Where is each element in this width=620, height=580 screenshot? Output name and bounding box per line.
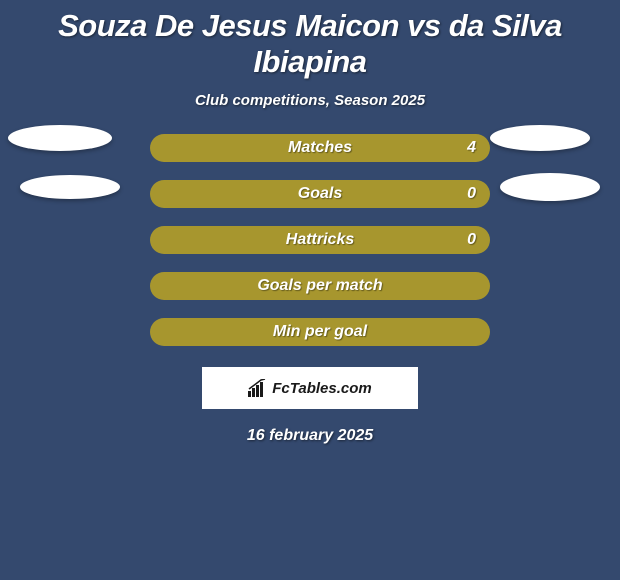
stat-bar: Goals per match bbox=[150, 272, 490, 300]
stat-row: Hattricks 0 bbox=[10, 217, 610, 263]
comparison-chart: Matches 4 Goals 0 Hattricks 0 Goals per … bbox=[0, 125, 620, 355]
stat-label: Goals bbox=[298, 185, 342, 203]
stat-row: Min per goal bbox=[10, 309, 610, 355]
stat-bar: Min per goal bbox=[150, 318, 490, 346]
stat-label: Matches bbox=[288, 139, 352, 157]
stat-value: 4 bbox=[467, 139, 476, 157]
stat-row: Goals per match bbox=[10, 263, 610, 309]
stat-bar: Hattricks 0 bbox=[150, 226, 490, 254]
subtitle: Club competitions, Season 2025 bbox=[0, 82, 620, 125]
stat-value: 0 bbox=[467, 185, 476, 203]
page-title: Souza De Jesus Maicon vs da Silva Ibiapi… bbox=[0, 0, 620, 82]
stat-label: Goals per match bbox=[257, 277, 382, 295]
stat-row: Goals 0 bbox=[10, 171, 610, 217]
bar-chart-icon bbox=[248, 379, 268, 397]
stat-label: Min per goal bbox=[273, 323, 367, 341]
stat-row: Matches 4 bbox=[10, 125, 610, 171]
date-text: 16 february 2025 bbox=[0, 409, 620, 445]
stat-bar: Goals 0 bbox=[150, 180, 490, 208]
brand-text: FcTables.com bbox=[272, 380, 371, 397]
stat-bar: Matches 4 bbox=[150, 134, 490, 162]
brand-badge: FcTables.com bbox=[202, 367, 418, 409]
stat-value: 0 bbox=[467, 231, 476, 249]
stat-label: Hattricks bbox=[286, 231, 354, 249]
